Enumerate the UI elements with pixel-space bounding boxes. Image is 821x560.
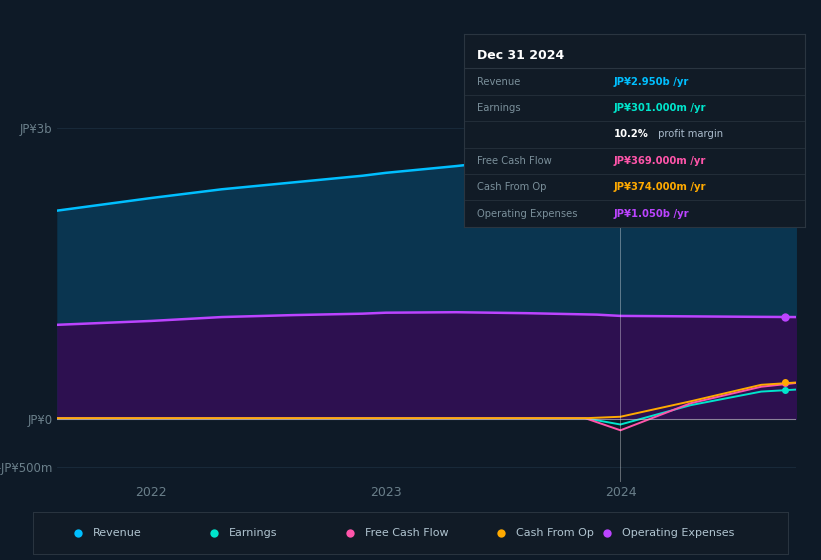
Text: 10.2%: 10.2% (614, 129, 649, 139)
Text: Operating Expenses: Operating Expenses (478, 208, 578, 218)
Text: Operating Expenses: Operating Expenses (622, 529, 734, 538)
Text: JP¥2.950b /yr: JP¥2.950b /yr (614, 77, 689, 87)
Text: JP¥369.000m /yr: JP¥369.000m /yr (614, 156, 706, 166)
Text: Revenue: Revenue (94, 529, 142, 538)
Text: Free Cash Flow: Free Cash Flow (365, 529, 449, 538)
Text: Earnings: Earnings (478, 103, 521, 113)
Text: profit margin: profit margin (654, 129, 722, 139)
Text: Earnings: Earnings (229, 529, 277, 538)
Text: Revenue: Revenue (478, 77, 521, 87)
Text: Dec 31 2024: Dec 31 2024 (478, 49, 565, 62)
Text: JP¥301.000m /yr: JP¥301.000m /yr (614, 103, 706, 113)
Text: JP¥1.050b /yr: JP¥1.050b /yr (614, 208, 690, 218)
Text: JP¥374.000m /yr: JP¥374.000m /yr (614, 182, 706, 192)
Text: Cash From Op: Cash From Op (478, 182, 547, 192)
Text: Cash From Op: Cash From Op (516, 529, 594, 538)
Text: Free Cash Flow: Free Cash Flow (478, 156, 553, 166)
